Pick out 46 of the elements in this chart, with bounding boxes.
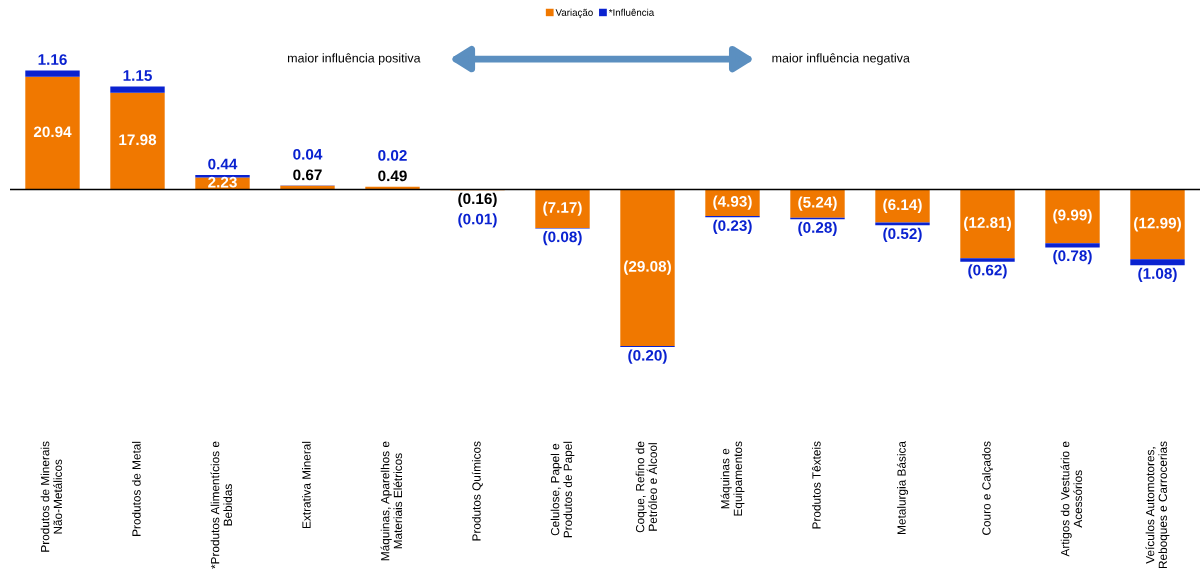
x-tick-label: Celulose, Papel e Produtos de Papel [550,441,575,538]
x-tick-label: Máquinas e Equipamentos [720,441,745,516]
data-label: (12.99) [1134,217,1181,232]
x-tick-label: Artigos do Vestuário e Acessórios [1060,441,1083,557]
data-label: 0.02 [378,149,407,161]
data-label: 1.15 [123,70,152,81]
data-label: (9.99) [1053,209,1092,224]
data-label: 0.04 [293,148,323,160]
legend-label: Variação [555,8,593,18]
x-tick-label: *Produtos Alimentícios e Bebidas [210,441,233,569]
x-tick-label: Veículos Automotores, Reboques e Carrocerias [1145,441,1170,569]
x-tick-label: Máquinas, Aparelhos e Materiais Elétricos [380,441,403,561]
x-tick-label: Couro e Calçados [981,441,994,535]
x-tick-label: Metalurgia Básica [896,441,909,534]
data-label: (4.93) [713,195,752,210]
data-label: (12.81) [964,216,1011,232]
data-label: (0.52) [883,227,922,243]
x-tick-label: Coque, Refino de Petróleo e Álcool [635,441,658,533]
data-label: (0.08) [543,231,582,246]
data-label: (0.23) [713,219,752,235]
data-label: 0.44 [208,158,238,170]
text: maior influência negativa [772,53,910,65]
data-label: (29.08) [624,260,671,275]
x-tick-label: Produtos Têxteis [811,441,821,529]
data-label: 20.94 [33,126,72,138]
data-label: (0.28) [798,221,837,236]
data-label: (6.14) [883,198,922,214]
data-label: (0.62) [968,264,1007,279]
data-label: (7.17) [543,201,582,216]
data-label: 0.49 [378,170,407,182]
data-label: 1.16 [38,54,67,65]
data-label: 0.67 [293,169,322,181]
legend-label: *Influência [608,8,655,16]
x-tick-label: Produtos de Metal [132,441,141,536]
data-label: 2.23 [208,176,237,188]
data-label: (0.01) [458,213,497,228]
x-tick-label: Produtos de Minerais Não-Metálicos [40,441,63,552]
x-tick-label: Extrativa Mineral [302,441,311,528]
x-tick-label: Produtos Químicos [471,441,483,541]
data-label: (5.24) [798,196,837,211]
data-label: (0.78) [1053,249,1092,265]
data-label: (0.16) [458,192,497,208]
text: maior influência positiva [287,53,421,65]
data-label: (1.08) [1138,267,1177,282]
data-label: 17.98 [119,134,157,146]
data-label: (0.20) [628,349,667,364]
